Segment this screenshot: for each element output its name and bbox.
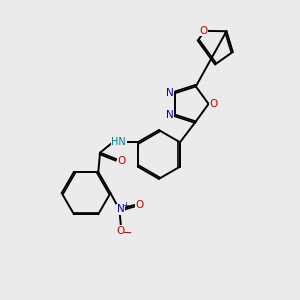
Text: +: + [122, 201, 129, 210]
Text: O: O [210, 99, 218, 109]
Text: O: O [117, 226, 125, 236]
Text: N: N [166, 110, 174, 120]
Text: N: N [117, 204, 125, 214]
Text: O: O [135, 200, 143, 210]
Text: O: O [199, 26, 208, 36]
Text: O: O [118, 156, 126, 166]
Text: −: − [123, 228, 132, 238]
Text: N: N [166, 88, 174, 98]
Text: HN: HN [111, 137, 126, 147]
